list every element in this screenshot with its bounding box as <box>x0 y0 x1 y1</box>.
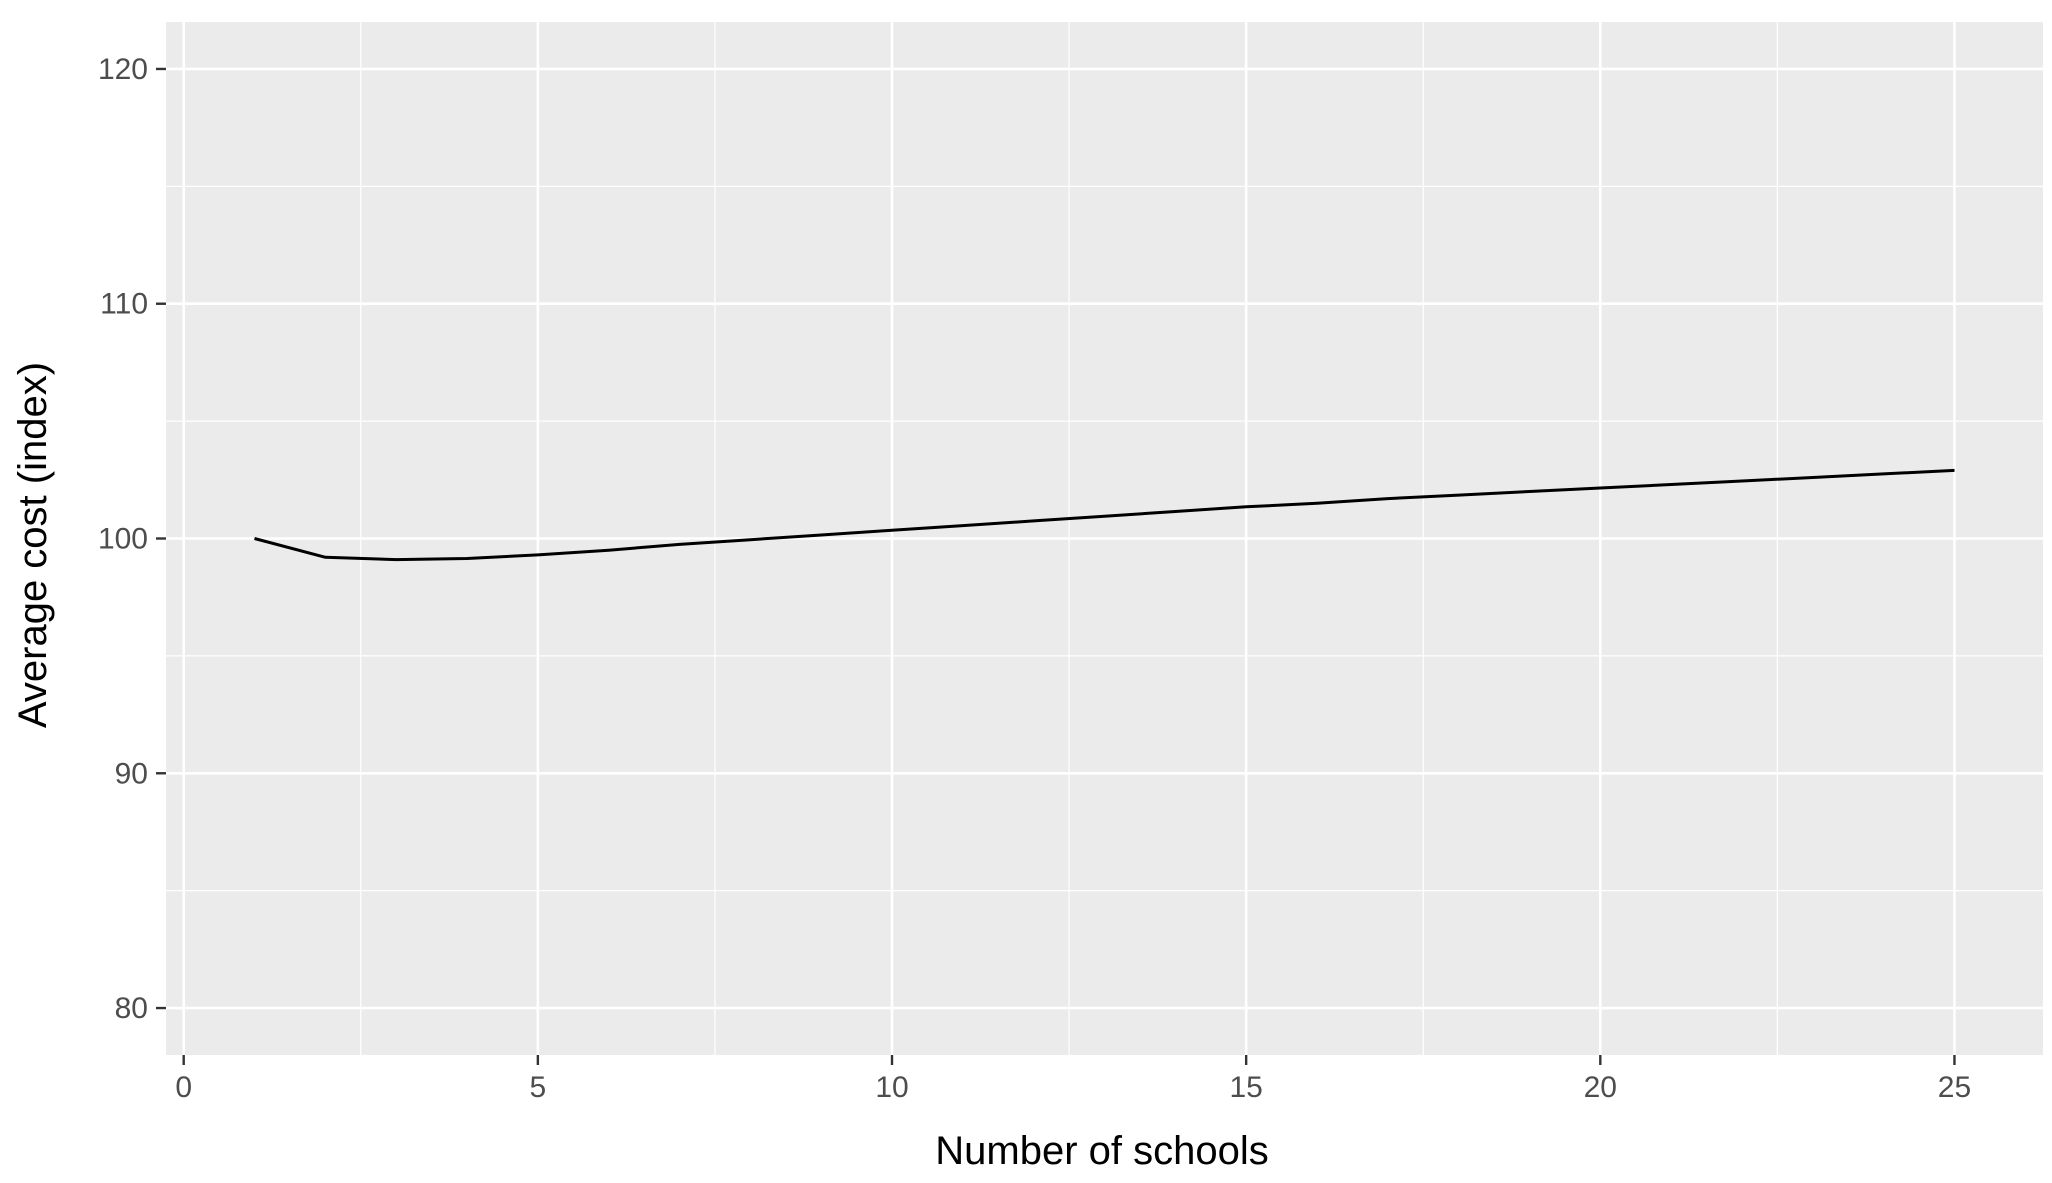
major-gridlines <box>166 22 2043 1055</box>
y-tick-label: 120 <box>98 53 148 86</box>
y-tick-label: 90 <box>115 757 148 790</box>
x-tick-labels: 0 5 10 15 20 25 <box>175 1071 1971 1104</box>
x-tick-label: 20 <box>1584 1071 1617 1104</box>
x-tick-label: 25 <box>1938 1071 1971 1104</box>
y-tick-labels: 80 90 100 110 120 <box>98 53 148 1025</box>
x-tick-label: 10 <box>875 1071 908 1104</box>
y-tick-label: 80 <box>115 992 148 1025</box>
y-tick-label: 100 <box>98 523 148 556</box>
y-tick-label: 110 <box>100 288 148 321</box>
x-tick-label: 15 <box>1229 1071 1262 1104</box>
y-axis-title: Average cost (index) <box>11 362 55 728</box>
series-line <box>254 468 1955 562</box>
series-layer <box>254 468 1955 562</box>
x-tick-label: 0 <box>175 1071 192 1104</box>
axis-ticks <box>156 67 1956 1065</box>
x-tick-label: 5 <box>530 1071 547 1104</box>
x-axis-title: Number of schools <box>935 1129 1268 1173</box>
